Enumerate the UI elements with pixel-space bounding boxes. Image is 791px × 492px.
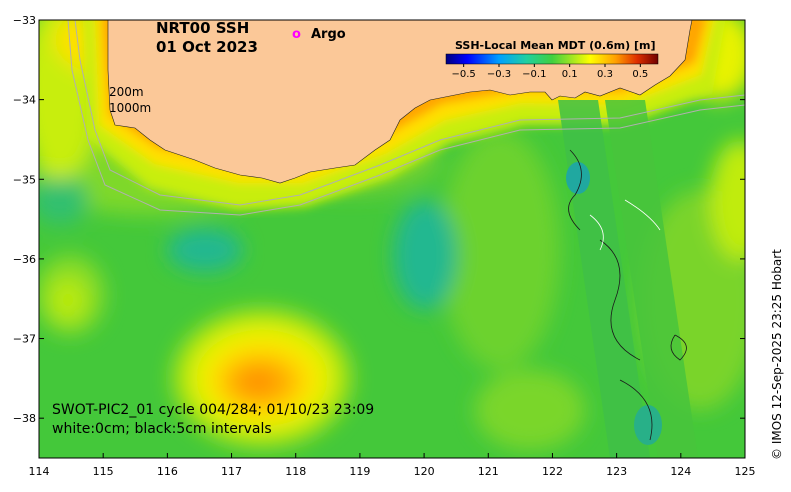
- plot-frame: [38, 19, 746, 459]
- colorbar: SSH-Local Mean MDT (0.6m) [m] −0.5 −0.3 −0…: [445, 39, 659, 80]
- colorbar-title: SSH-Local Mean MDT (0.6m) [m]: [455, 39, 655, 52]
- lon-tick-label: 116: [157, 465, 178, 478]
- lon-tick-label: 121: [478, 465, 499, 478]
- argo-marker-icon: o: [292, 27, 301, 42]
- lon-tick-label: 123: [606, 465, 627, 478]
- longitude-axis: 114 115 116 117 118 119 120 121 122 123 124 125: [29, 453, 756, 478]
- colorbar-gradient: [445, 53, 659, 65]
- map-title-line1: NRT00 SSH: [156, 19, 249, 37]
- lon-tick-label: 114: [29, 465, 50, 478]
- map-plot-area: [39, 20, 745, 458]
- colorbar-tick-label: −0.5: [452, 69, 476, 80]
- lat-tick-label: −33: [13, 14, 36, 27]
- lat-tick-label: −37: [13, 333, 36, 346]
- swot-caption-line2: white:0cm; black:5cm intervals: [52, 421, 272, 437]
- swot-caption-line1: SWOT-PIC2_01 cycle 004/284; 01/10/23 23:…: [52, 402, 374, 418]
- lon-tick-label: 120: [414, 465, 435, 478]
- argo-legend-label: Argo: [311, 27, 346, 42]
- lon-tick-label: 117: [221, 465, 242, 478]
- isobath-lines: [67, 20, 745, 216]
- colorbar-tick-label: −0.1: [522, 69, 546, 80]
- lon-tick-label: 124: [670, 465, 691, 478]
- lat-tick-label: −35: [13, 173, 36, 186]
- lon-tick-label: 118: [285, 465, 306, 478]
- swot-swaths: [558, 100, 698, 458]
- lon-tick-label: 115: [93, 465, 114, 478]
- colorbar-tick-label: 0.1: [562, 69, 578, 80]
- isobath-200-label: 200m: [109, 85, 144, 99]
- map-title-line2: 01 Oct 2023: [156, 38, 258, 56]
- colorbar-tick-label: 0.5: [632, 69, 648, 80]
- latitude-axis: −33 −34 −35 −36 −37 −38: [13, 14, 745, 425]
- lat-tick-label: −38: [13, 412, 36, 425]
- colorbar-tick-label: −0.3: [487, 69, 511, 80]
- lon-tick-label: 125: [735, 465, 756, 478]
- lat-tick-label: −36: [13, 253, 36, 266]
- colorbar-tick-label: 0.3: [597, 69, 613, 80]
- colorbar-ticks: −0.5 −0.3 −0.1 0.1 0.3 0.5: [452, 64, 648, 80]
- lat-tick-label: −34: [13, 94, 36, 107]
- lon-tick-label: 122: [542, 465, 563, 478]
- isobath-1000-label: 1000m: [109, 101, 151, 115]
- copyright-text: © IMOS 12-Sep-2025 23:25 Hobart: [770, 249, 784, 460]
- lon-tick-label: 119: [349, 465, 370, 478]
